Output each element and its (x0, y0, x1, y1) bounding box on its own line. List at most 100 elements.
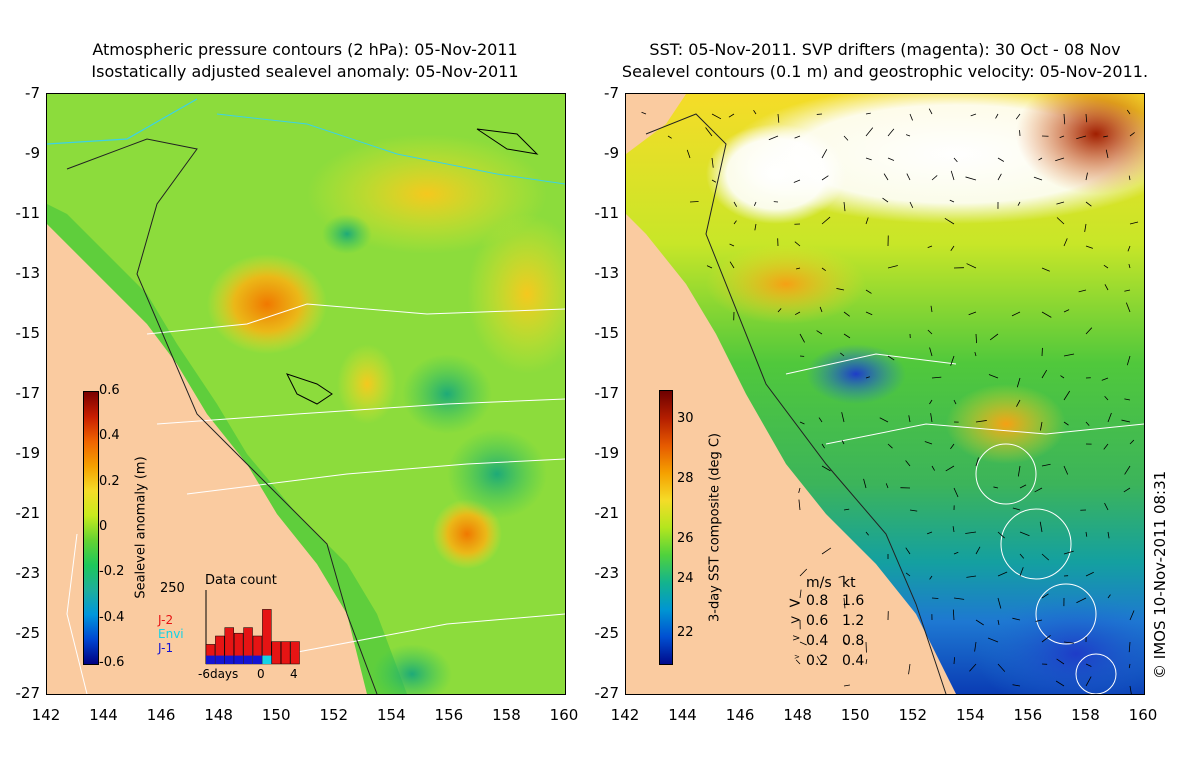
sst-map[interactable] (625, 93, 1145, 695)
velocity-arrow (974, 351, 977, 357)
velocity-arrow (997, 597, 1002, 609)
velocity-arrow (1041, 553, 1050, 561)
velocity-arrow (821, 547, 832, 555)
velocity-arrow (953, 597, 965, 600)
velocity-arrow (1124, 289, 1131, 292)
sealevel-anomaly-map[interactable] (46, 93, 566, 695)
velocity-arrow (945, 465, 955, 472)
velocity-arrow (968, 311, 977, 316)
right-lat-tick: -23 (594, 564, 620, 582)
cool-sst-patch (806, 344, 906, 404)
velocity-arrow (965, 176, 977, 181)
left-colorbar-tick: 0.2 (99, 473, 120, 489)
right-lat-tick: -13 (594, 264, 620, 282)
right-lon-tick: 142 (610, 706, 640, 724)
velocity-arrow (1105, 149, 1109, 159)
velocity-arrow (1104, 396, 1109, 401)
histogram-bar-j1 (224, 655, 234, 664)
velocity-arrow (799, 641, 807, 646)
reef-outline (286, 373, 333, 405)
velocity-arrow (908, 415, 911, 423)
velocity-arrow (952, 609, 955, 621)
inset-title: Data count (205, 573, 277, 588)
histogram-bar-j2 (290, 641, 300, 665)
velocity-arrow (706, 265, 713, 269)
velocity-arrow (924, 441, 933, 445)
velocity-arrow (711, 113, 722, 120)
velocity-arrow (1055, 680, 1065, 687)
velocity-arrow (777, 113, 780, 123)
pressure-contour-2 (156, 398, 565, 425)
speed-legend-kt: 0.4 (842, 653, 865, 669)
velocity-arrow (909, 509, 918, 512)
left-lat-tick: -13 (15, 264, 41, 282)
right-lon-tick: 152 (898, 706, 928, 724)
velocity-arrow (729, 261, 735, 269)
velocity-arrow (928, 108, 933, 115)
velocity-arrow (950, 355, 955, 366)
velocity-arrow (795, 659, 801, 665)
velocity-arrow (931, 465, 935, 471)
velocity-arrow (821, 216, 831, 225)
velocity-arrow (843, 641, 848, 646)
velocity-arrow (929, 575, 933, 580)
velocity-arrow (1059, 135, 1065, 139)
velocity-arrow (686, 149, 691, 159)
velocity-arrow (865, 157, 872, 161)
right-lat-tick: -27 (594, 684, 620, 702)
velocity-arrow (799, 333, 805, 343)
velocity-arrow (944, 217, 955, 225)
velocity-arrow (1063, 421, 1069, 426)
velocity-arrow (953, 551, 959, 555)
speed-header-kt: kt (842, 575, 856, 591)
velocity-arrow (843, 201, 846, 212)
cool-sst-south (976, 594, 1144, 694)
left-lat-tick: -23 (15, 564, 41, 582)
right-lat-tick: -11 (594, 204, 620, 222)
left-colorbar-tick: -0.6 (99, 655, 125, 670)
velocity-arrow (753, 201, 757, 206)
velocity-arrow (887, 265, 898, 269)
low-anomaly-blob-4 (322, 214, 372, 254)
left-lon-tick: 156 (434, 706, 464, 724)
velocity-arrow (1011, 311, 1021, 317)
right-colorbar-tick: 30 (677, 411, 694, 426)
velocity-arrow (1041, 635, 1051, 643)
coastline-png (47, 98, 198, 145)
velocity-arrow (794, 241, 801, 247)
left-lon-tick: 152 (319, 706, 349, 724)
velocity-arrow (1063, 465, 1069, 475)
velocity-arrow (987, 637, 999, 643)
bathymetry-contour (66, 138, 378, 694)
velocity-arrow (1039, 521, 1043, 533)
histogram-bar-j1 (234, 655, 244, 664)
velocity-arrow (836, 288, 845, 291)
velocity-arrow (905, 134, 911, 137)
velocity-arrow (1129, 132, 1135, 137)
velocity-arrow (841, 412, 845, 423)
velocity-arrow (733, 220, 737, 225)
velocity-arrow (993, 486, 999, 489)
right-lon-tick: 160 (1128, 706, 1158, 724)
velocity-arrow (953, 487, 959, 498)
left-lon-tick: 154 (377, 706, 406, 724)
velocity-arrow (865, 112, 871, 115)
velocity-arrow (1056, 201, 1065, 205)
velocity-arrow (949, 199, 955, 203)
left-lat-tick: -11 (15, 204, 41, 222)
velocity-arrow (1034, 487, 1043, 493)
left-colorbar (83, 391, 99, 665)
pressure-contour-5 (286, 613, 565, 655)
velocity-arrow (1123, 487, 1131, 493)
coastline-png-2 (216, 113, 565, 185)
velocity-arrow (909, 201, 914, 208)
velocity-arrow (1063, 238, 1068, 247)
velocity-arrow (1128, 175, 1131, 181)
velocity-arrow (816, 330, 823, 335)
speed-legend-kt: 1.6 (842, 593, 865, 609)
velocity-arrow (927, 245, 933, 249)
velocity-arrow (1085, 531, 1088, 537)
velocity-arrow (843, 684, 850, 687)
histogram-bar-j1 (206, 655, 215, 664)
